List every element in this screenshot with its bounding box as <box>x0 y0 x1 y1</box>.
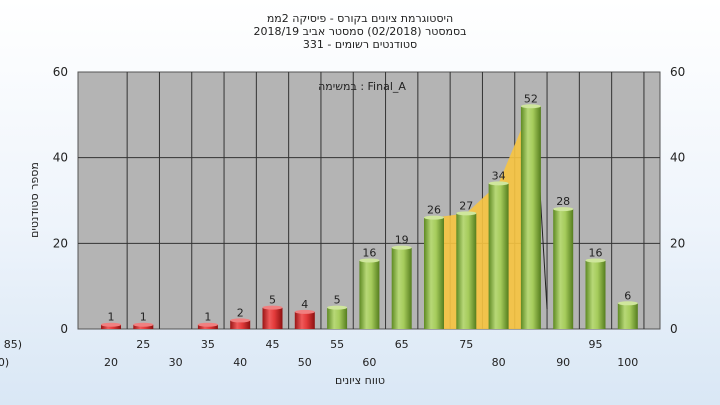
bar-top <box>230 318 251 323</box>
bar-85 <box>520 104 541 330</box>
value-label-95: 16 <box>589 246 603 259</box>
x-tick-upper-95: 95 <box>589 338 603 351</box>
bar-95 <box>585 258 606 329</box>
value-label-55: 5 <box>334 294 341 307</box>
y-tick-left-40: 40 <box>53 151 68 165</box>
bar-65 <box>391 245 412 329</box>
bar-body <box>197 324 218 329</box>
bar-top <box>101 322 121 327</box>
bar-75 <box>456 211 477 329</box>
bar-body <box>520 106 541 330</box>
bar-40 <box>230 318 251 329</box>
bar-top <box>488 181 509 186</box>
bar-body <box>488 183 509 329</box>
x-tick-upper-75: 75 <box>459 338 473 351</box>
bar-55 <box>327 305 348 329</box>
x-tick-lower-60: 60 <box>362 356 376 369</box>
y-tick-right-40: 40 <box>670 151 685 165</box>
bar-top <box>424 215 444 220</box>
y-tick-right-0: 0 <box>670 322 678 336</box>
y-tick-right-60: 60 <box>670 65 685 79</box>
bar-20 <box>101 322 121 329</box>
bar-top <box>617 301 638 306</box>
bar-body <box>327 307 348 329</box>
x-tick-lower-90: 90 <box>556 356 570 369</box>
bar-70 <box>424 215 444 329</box>
value-label-60: 16 <box>362 246 376 259</box>
bar-top <box>133 322 154 327</box>
bar-50 <box>294 309 315 329</box>
value-label-75: 27 <box>459 199 473 212</box>
x-tick-upper-45: 45 <box>266 338 280 351</box>
chart-annotation: במשימה : Final_A <box>318 80 406 93</box>
bar-body <box>617 303 638 329</box>
value-label-40: 2 <box>237 306 244 319</box>
bars-group <box>101 104 638 330</box>
bar-body <box>230 320 251 329</box>
value-label-100: 6 <box>624 289 631 302</box>
bar-body <box>262 307 283 329</box>
y-tick-right-20: 20 <box>670 236 685 250</box>
bar-body <box>553 209 574 329</box>
y-tick-left-0: 0 <box>60 322 68 336</box>
chart-title-line-3: סטודנטים רשומים - 331 <box>303 38 417 51</box>
value-label-45: 5 <box>269 294 276 307</box>
x-tick-lower-100: 100 <box>617 356 638 369</box>
bar-top <box>456 211 477 216</box>
chart-title-line-1: היסטוגרמת ציונים בקורס - פיסיקה 2ממ <box>267 12 453 25</box>
value-label-50: 4 <box>301 298 308 311</box>
x-tick-lower-50: 50 <box>298 356 312 369</box>
bar-top <box>359 258 380 263</box>
value-label-25: 1 <box>140 311 147 324</box>
bar-top <box>262 305 283 310</box>
bar-80 <box>488 181 509 329</box>
value-label-90: 28 <box>556 195 570 208</box>
bar-top <box>520 104 541 109</box>
bar-90 <box>553 207 574 329</box>
bar-body <box>133 324 154 329</box>
value-label-85: 52 <box>524 92 538 105</box>
y-axis-label: מספר סטודנטים <box>28 162 41 238</box>
bar-60 <box>359 258 380 329</box>
bar-top <box>294 309 315 314</box>
x-tick-upper-55: 55 <box>330 338 344 351</box>
y-tick-left-60: 60 <box>53 65 68 79</box>
bar-body <box>585 260 606 329</box>
x-tick-lower-20: 20 <box>104 356 118 369</box>
bar-top <box>391 245 412 250</box>
value-label-35: 1 <box>204 311 211 324</box>
chart-title-line-2: בסמסטר (02/2018) סמסטר אביב 2018/19 <box>253 25 466 38</box>
x-tick-upper-65: 65 <box>395 338 409 351</box>
bar-25 <box>133 322 154 329</box>
x-tick-upper-35: 35 <box>201 338 215 351</box>
x-tick-upper-3: (Q3 85) <box>0 338 22 351</box>
bar-top <box>553 207 574 212</box>
value-label-80: 34 <box>492 169 506 182</box>
bar-body <box>294 311 315 329</box>
value-labels-group: 1 1 1 2 5 4 5 16 19 26 27 34 52 28 16 6 <box>108 92 632 323</box>
x-tick-lower-1: (Q1 70) <box>0 356 9 369</box>
bar-body <box>456 213 477 329</box>
bar-100 <box>617 301 638 329</box>
bar-35 <box>197 322 218 329</box>
bar-body <box>359 260 380 329</box>
bar-body <box>424 217 444 329</box>
value-label-20: 1 <box>108 311 115 324</box>
x-tick-lower-40: 40 <box>233 356 247 369</box>
y-tick-left-20: 20 <box>53 236 68 250</box>
bar-top <box>327 305 348 310</box>
x-axis-label: טווח ציונים <box>335 374 385 387</box>
value-label-70: 26 <box>427 204 441 217</box>
bar-top <box>197 322 218 327</box>
x-tick-upper-25: 25 <box>136 338 150 351</box>
value-label-65: 19 <box>395 234 409 247</box>
bar-body <box>391 247 412 329</box>
bar-45 <box>262 305 283 329</box>
x-tick-lower-30: 30 <box>169 356 183 369</box>
bar-body <box>101 324 121 329</box>
bar-top <box>585 258 606 263</box>
x-tick-lower-80: 80 <box>492 356 506 369</box>
